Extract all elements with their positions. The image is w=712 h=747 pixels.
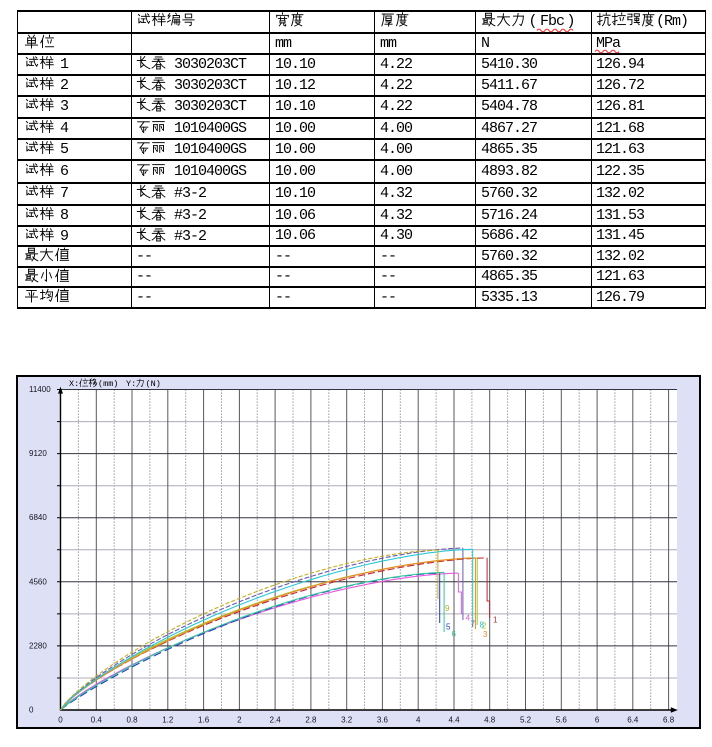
svg-text:4560: 4560 [29, 577, 47, 586]
svg-text:1.6: 1.6 [198, 716, 210, 725]
svg-text:2.8: 2.8 [305, 716, 317, 725]
svg-text:4.8: 4.8 [484, 716, 496, 725]
svg-text:0.8: 0.8 [126, 716, 138, 725]
svg-text:2280: 2280 [29, 641, 47, 650]
svg-text:5: 5 [446, 623, 451, 632]
svg-text:0: 0 [58, 716, 63, 725]
svg-text:6: 6 [595, 716, 600, 725]
svg-text:0: 0 [29, 706, 34, 715]
svg-text:Y:: Y: [126, 379, 136, 389]
svg-text:2: 2 [237, 716, 242, 725]
svg-text:3.2: 3.2 [341, 716, 353, 725]
svg-text:5.6: 5.6 [556, 716, 568, 725]
svg-text:3: 3 [483, 630, 488, 639]
svg-text:0.4: 0.4 [91, 716, 103, 725]
svg-text:8: 8 [480, 621, 485, 630]
svg-text:1.2: 1.2 [162, 716, 174, 725]
svg-text:6.8: 6.8 [663, 716, 675, 725]
svg-text:6840: 6840 [29, 513, 47, 522]
svg-text:4: 4 [416, 716, 421, 725]
svg-text:6.4: 6.4 [627, 716, 639, 725]
svg-text:9120: 9120 [29, 449, 47, 458]
svg-text:1: 1 [493, 616, 498, 625]
svg-text:5.2: 5.2 [520, 716, 532, 725]
svg-text:11400: 11400 [29, 385, 51, 394]
svg-text:2: 2 [482, 622, 487, 631]
svg-text:X:: X: [69, 379, 79, 389]
svg-text:3.6: 3.6 [377, 716, 389, 725]
svg-text:(mm): (mm) [98, 379, 118, 389]
svg-text:4.4: 4.4 [448, 716, 460, 725]
svg-text:7: 7 [471, 620, 476, 629]
svg-text:(N): (N) [146, 379, 161, 389]
svg-text:2.4: 2.4 [270, 716, 282, 725]
svg-text:9: 9 [445, 604, 450, 613]
svg-text:6: 6 [452, 630, 457, 639]
svg-text:4: 4 [466, 614, 471, 623]
